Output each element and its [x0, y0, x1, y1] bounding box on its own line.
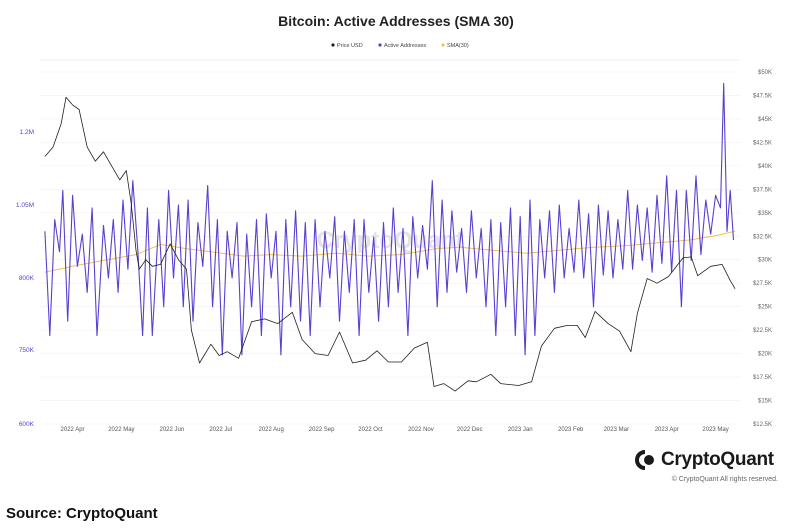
- source-caption: Source: CryptoQuant: [6, 505, 158, 522]
- x-tick-label: 2023 Mar: [604, 427, 629, 433]
- x-tick-label: 2022 Dec: [457, 427, 483, 433]
- legend-label-1: Active Addresses: [384, 43, 426, 49]
- right-tick-label: $25K: [758, 305, 772, 311]
- right-tick-label: $27.5K: [753, 281, 772, 287]
- x-tick-label: 2022 Apr: [61, 427, 85, 433]
- legend-label-0: Price USD: [337, 43, 363, 49]
- chart-frame: Bitcoin: Active Addresses (SMA 30) Price…: [15, 13, 778, 483]
- right-tick-label: $35K: [758, 211, 772, 217]
- x-tick-label: 2023 Apr: [655, 427, 679, 433]
- x-tick-label: 2022 May: [108, 427, 134, 433]
- right-tick-label: $45K: [758, 117, 772, 123]
- legend-label-2: SMA(30): [447, 43, 469, 49]
- left-tick-label: 750K: [19, 347, 35, 354]
- legend-marker-1: [378, 43, 382, 47]
- brand-name: CryptoQuant: [661, 449, 774, 470]
- legend-marker-2: [441, 43, 445, 47]
- brand-copyright: © CryptoQuant All rights reserved.: [671, 476, 778, 483]
- x-tick-label: 2022 Sep: [309, 427, 335, 433]
- x-tick-label: 2022 Jun: [160, 427, 185, 433]
- right-tick-label: $42.5K: [753, 140, 772, 146]
- right-tick-label: $22.5K: [753, 328, 772, 334]
- left-tick-label: 600K: [19, 421, 35, 428]
- x-tick-label: 2022 Aug: [258, 427, 283, 433]
- right-tick-label: $15K: [758, 399, 772, 405]
- x-tick-label: 2022 Oct: [358, 427, 383, 433]
- right-tick-label: $50K: [758, 70, 772, 76]
- right-tick-label: $17.5K: [753, 375, 772, 381]
- active-addresses-line: [44, 82, 735, 356]
- right-tick-label: $12.5K: [753, 422, 772, 428]
- left-tick-label: 800K: [19, 275, 35, 282]
- x-tick-label: 2022 Jul: [209, 427, 232, 433]
- x-tick-label: 2023 Jan: [508, 427, 533, 433]
- right-tick-label: $30K: [758, 258, 772, 264]
- left-tick-label: 1.05M: [16, 202, 34, 209]
- brand: CryptoQuant: [634, 449, 774, 471]
- right-tick-label: $37.5K: [753, 187, 772, 193]
- legend-marker-0: [331, 43, 335, 47]
- left-tick-label: 1.2M: [20, 129, 34, 136]
- right-tick-label: $40K: [758, 164, 772, 170]
- right-tick-label: $20K: [758, 352, 772, 358]
- chart-title: Bitcoin: Active Addresses (SMA 30): [278, 13, 514, 29]
- chart-svg: Price USD Active Addresses SMA(30) $12.5K $1…: [16, 43, 772, 433]
- x-tick-label: 2022 Nov: [408, 427, 434, 433]
- x-tick-label: 2023 May: [702, 427, 728, 433]
- right-tick-label: $32.5K: [753, 234, 772, 240]
- right-tick-label: $47.5K: [753, 93, 772, 99]
- watermark: CryptoQuant: [317, 227, 464, 254]
- cryptoquant-logo-icon: [635, 450, 654, 470]
- x-tick-label: 2023 Feb: [558, 427, 584, 433]
